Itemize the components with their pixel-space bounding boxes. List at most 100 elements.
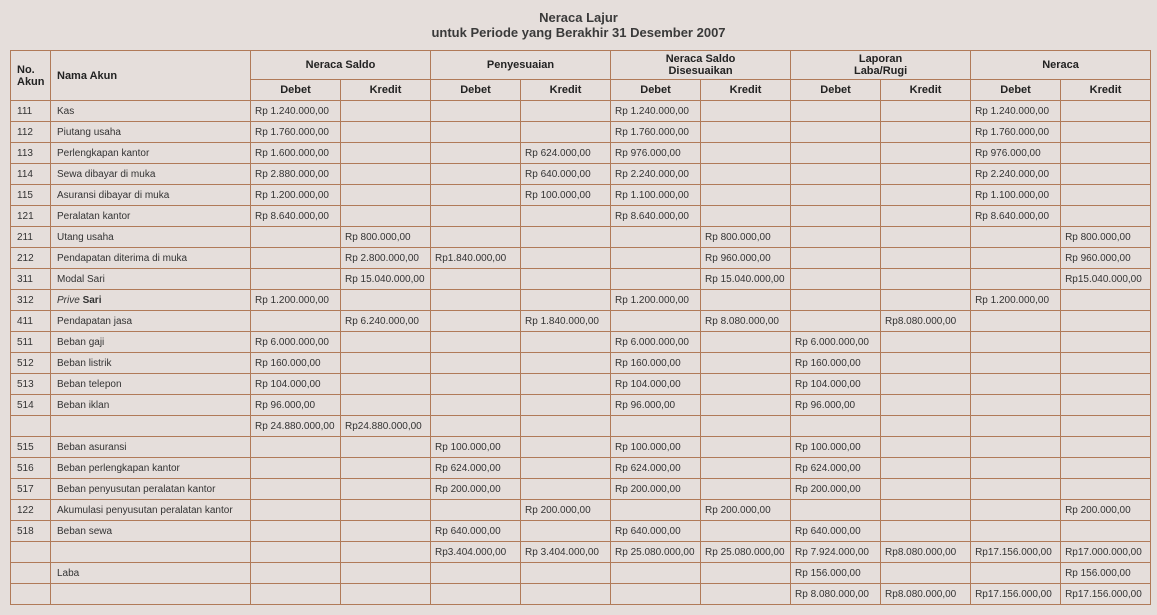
cell-p_k [521,584,611,605]
worksheet-table: No. Akun Nama Akun Neraca Saldo Penyesua… [10,50,1151,605]
table-row: Rp 24.880.000,00Rp24.880.000,00 [11,416,1151,437]
cell-n_k [1061,311,1151,332]
cell-name [51,584,251,605]
cell-nsd_k [701,479,791,500]
cell-lr_d: Rp 7.924.000,00 [791,542,881,563]
header-lr-debet: Debet [791,80,881,101]
cell-lr_d [791,500,881,521]
cell-lr_d [791,185,881,206]
cell-ns_d: Rp 1.200.000,00 [251,185,341,206]
cell-n_d [971,479,1061,500]
cell-n_k [1061,458,1151,479]
cell-lr_k [881,458,971,479]
cell-lr_k [881,248,971,269]
cell-ns_k [341,542,431,563]
cell-lr_d: Rp 160.000,00 [791,353,881,374]
cell-p_d: Rp3.404.000,00 [431,542,521,563]
cell-p_k [521,395,611,416]
cell-no [11,542,51,563]
cell-nsd_d [611,416,701,437]
cell-lr_d [791,143,881,164]
cell-ns_d [251,479,341,500]
cell-name: Prive Sari [51,290,251,311]
cell-lr_d [791,248,881,269]
cell-ns_d [251,563,341,584]
cell-name: Piutang usaha [51,122,251,143]
cell-p_k [521,521,611,542]
cell-nsd_k [701,122,791,143]
header-nama-akun: Nama Akun [51,51,251,101]
cell-lr_d: Rp 156.000,00 [791,563,881,584]
cell-name: Pendapatan jasa [51,311,251,332]
cell-p_k [521,290,611,311]
cell-n_k: Rp 960.000,00 [1061,248,1151,269]
cell-p_k: Rp 624.000,00 [521,143,611,164]
cell-name: Sewa dibayar di muka [51,164,251,185]
table-row: Rp3.404.000,00Rp 3.404.000,00Rp 25.080.0… [11,542,1151,563]
table-row: 516Beban perlengkapan kantorRp 624.000,0… [11,458,1151,479]
cell-ns_d: Rp 1.200.000,00 [251,290,341,311]
table-row: 113Perlengkapan kantorRp 1.600.000,00Rp … [11,143,1151,164]
cell-no: 312 [11,290,51,311]
cell-nsd_k [701,437,791,458]
cell-n_k [1061,185,1151,206]
cell-n_d [971,437,1061,458]
cell-nsd_d: Rp 2.240.000,00 [611,164,701,185]
cell-lr_k: Rp8.080.000,00 [881,311,971,332]
cell-nsd_k [701,416,791,437]
cell-lr_k [881,374,971,395]
cell-n_k: Rp17.156.000,00 [1061,584,1151,605]
cell-lr_k [881,395,971,416]
header-nsd-kredit: Kredit [701,80,791,101]
cell-nsd_k: Rp 200.000,00 [701,500,791,521]
cell-nsd_d: Rp 1.240.000,00 [611,101,701,122]
cell-n_d [971,563,1061,584]
cell-ns_k [341,500,431,521]
cell-ns_k [341,395,431,416]
cell-p_k: Rp 640.000,00 [521,164,611,185]
header-ns-debet: Debet [251,80,341,101]
cell-n_d [971,227,1061,248]
cell-name: Beban gaji [51,332,251,353]
cell-n_d [971,416,1061,437]
cell-n_d [971,458,1061,479]
cell-no: 512 [11,353,51,374]
cell-nsd_d: Rp 640.000,00 [611,521,701,542]
cell-name: Laba [51,563,251,584]
header-p-debet: Debet [431,80,521,101]
cell-n_k [1061,206,1151,227]
cell-nsd_k [701,521,791,542]
cell-lr_d [791,101,881,122]
header-group-3: Laporan Laba/Rugi [791,51,971,80]
cell-name [51,416,251,437]
cell-ns_k [341,185,431,206]
table-row: 517Beban penyusutan peralatan kantorRp 2… [11,479,1151,500]
header-group-2: Neraca Saldo Disesuaikan [611,51,791,80]
cell-n_k [1061,374,1151,395]
cell-ns_k [341,290,431,311]
header-n-debet: Debet [971,80,1061,101]
table-row: 114Sewa dibayar di mukaRp 2.880.000,00Rp… [11,164,1151,185]
cell-nsd_d [611,269,701,290]
cell-n_d [971,332,1061,353]
cell-ns_d: Rp 8.640.000,00 [251,206,341,227]
cell-ns_d: Rp 6.000.000,00 [251,332,341,353]
cell-name: Perlengkapan kantor [51,143,251,164]
cell-p_d [431,143,521,164]
table-row: LabaRp 156.000,00Rp 156.000,00 [11,563,1151,584]
cell-n_k [1061,395,1151,416]
cell-nsd_d: Rp 104.000,00 [611,374,701,395]
table-row: Rp 8.080.000,00Rp8.080.000,00Rp17.156.00… [11,584,1151,605]
cell-nsd_k [701,164,791,185]
cell-no: 122 [11,500,51,521]
cell-no: 514 [11,395,51,416]
cell-ns_k [341,206,431,227]
cell-lr_k [881,332,971,353]
table-row: 111KasRp 1.240.000,00Rp 1.240.000,00Rp 1… [11,101,1151,122]
cell-ns_d: Rp 24.880.000,00 [251,416,341,437]
cell-no [11,563,51,584]
cell-ns_k [341,164,431,185]
cell-no: 518 [11,521,51,542]
cell-ns_k [341,374,431,395]
cell-nsd_k: Rp 800.000,00 [701,227,791,248]
